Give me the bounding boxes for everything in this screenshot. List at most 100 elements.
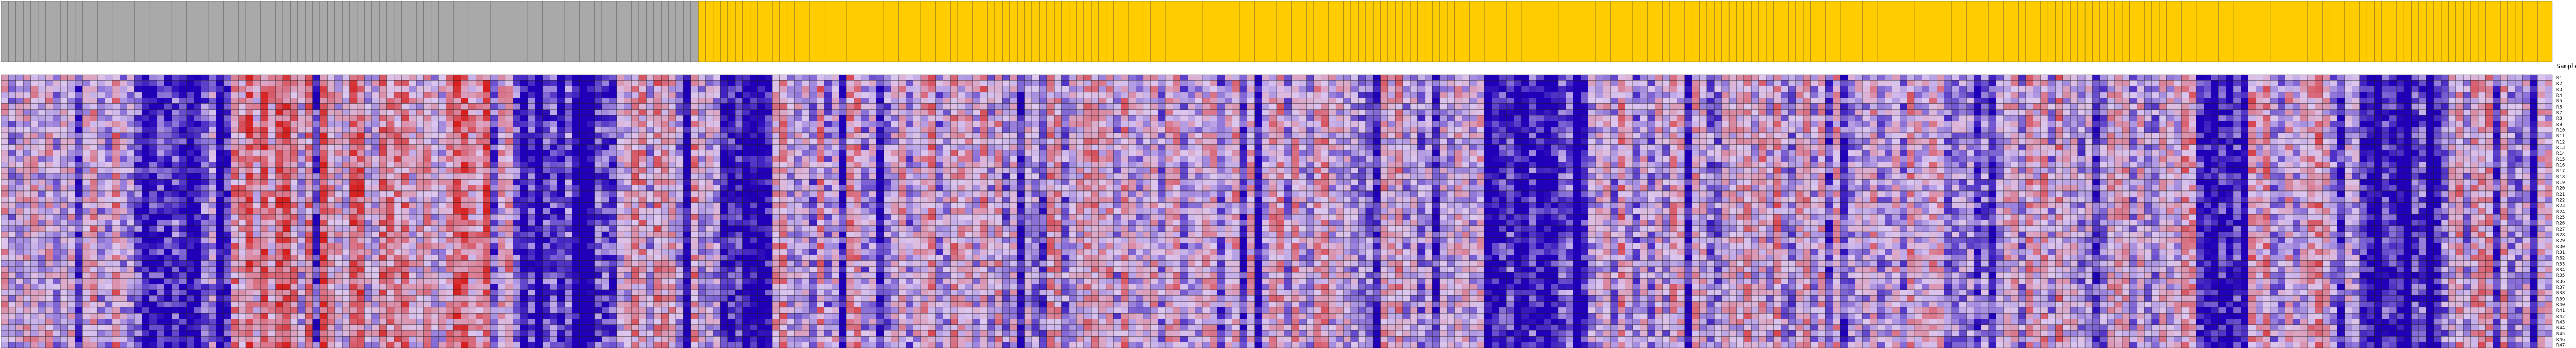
heatmap-cell <box>1951 115 1959 121</box>
heatmap-cell <box>557 127 565 133</box>
heatmap-cell <box>394 74 402 81</box>
heatmap-cell <box>2248 127 2256 133</box>
heatmap-cell <box>817 127 825 133</box>
heatmap-cell <box>1247 86 1255 93</box>
heatmap-cell <box>579 144 587 151</box>
heatmap-cell <box>297 121 306 127</box>
heatmap-cell <box>950 74 958 81</box>
heatmap-cell <box>2248 98 2256 104</box>
heatmap-cell <box>1061 80 1070 86</box>
heatmap-cell <box>438 127 446 133</box>
heatmap-cell <box>2426 138 2434 145</box>
heatmap-cell <box>1454 144 1463 151</box>
heatmap-cell <box>1900 127 1907 133</box>
heatmap-cell <box>564 138 572 145</box>
heatmap-cell <box>675 109 684 116</box>
heatmap-cell <box>2181 86 2189 93</box>
heatmap-cell <box>1387 92 1396 98</box>
heatmap-cell <box>817 115 825 121</box>
heatmap-cell <box>906 80 913 86</box>
heatmap-cell <box>171 86 179 93</box>
heatmap-cell <box>1380 74 1388 81</box>
heatmap-cell <box>1959 109 1967 116</box>
heatmap-cell <box>1840 92 1848 98</box>
heatmap-cell <box>319 80 328 86</box>
heatmap-cell <box>1892 103 1900 110</box>
heatmap-cell <box>1944 86 1952 93</box>
heatmap-cell <box>913 121 921 127</box>
heatmap-cell <box>876 86 884 93</box>
heatmap-cell <box>505 80 513 86</box>
heatmap-cell <box>60 150 68 156</box>
sample-group-2-header-cell <box>2337 1 2345 62</box>
heatmap-cell <box>2433 132 2442 139</box>
heatmap-cell <box>1610 115 1618 121</box>
heatmap-cell <box>1937 132 1944 139</box>
heatmap-cell <box>2174 98 2182 104</box>
heatmap-cell <box>1061 132 1070 139</box>
sample-group-2-header-cell <box>2211 1 2219 62</box>
heatmap-cell <box>906 150 913 156</box>
heatmap-cell <box>1239 115 1247 121</box>
heatmap-cell <box>1662 109 1670 116</box>
heatmap-cell <box>535 74 543 81</box>
heatmap-cell <box>82 144 90 151</box>
sample-group-2-header-cell <box>2033 1 2041 62</box>
heatmap-cell <box>282 144 291 151</box>
heatmap-cell <box>1618 127 1625 133</box>
heatmap-cell <box>2292 144 2300 151</box>
heatmap-cell <box>1795 98 1804 104</box>
heatmap-cell <box>2099 80 2108 86</box>
heatmap-cell <box>401 98 409 104</box>
heatmap-cell <box>2055 98 2063 104</box>
heatmap-cell <box>468 144 476 151</box>
heatmap-cell <box>1825 121 1833 127</box>
heatmap-cell <box>906 103 913 110</box>
heatmap-cell <box>1699 74 1707 81</box>
heatmap-cell <box>2033 92 2041 98</box>
heatmap-cell <box>2374 92 2382 98</box>
heatmap-cell <box>913 115 921 121</box>
heatmap-cell <box>1514 98 1522 104</box>
heatmap-cell <box>2396 109 2404 116</box>
heatmap-cell <box>1691 109 1700 116</box>
heatmap-cell <box>431 115 439 121</box>
heatmap-cell <box>453 103 461 110</box>
heatmap-cell <box>364 150 372 156</box>
heatmap-cell <box>861 80 869 86</box>
heatmap-cell <box>883 98 891 104</box>
heatmap-cell <box>201 127 209 133</box>
heatmap-cell <box>1328 80 1336 86</box>
heatmap-cell <box>1662 127 1670 133</box>
sample-group-2-header-cell <box>1083 1 1092 62</box>
heatmap-cell <box>2018 144 2026 151</box>
heatmap-cell <box>1454 127 1463 133</box>
heatmap-cell <box>1833 121 1841 127</box>
heatmap-cell <box>2344 115 2352 121</box>
heatmap-cell <box>394 121 402 127</box>
heatmap-cell <box>2352 144 2360 151</box>
heatmap-cell <box>891 86 899 93</box>
heatmap-cell <box>1188 109 1195 116</box>
heatmap-cell <box>765 92 773 98</box>
heatmap-cell <box>1669 98 1677 104</box>
heatmap-cell <box>1254 92 1262 98</box>
heatmap-cell <box>1595 103 1603 110</box>
heatmap-cell <box>1885 98 1892 104</box>
sample-group-1-header-cell <box>542 1 550 62</box>
heatmap-cell <box>1951 144 1959 151</box>
sample-group-2-header-cell <box>2129 1 2138 62</box>
heatmap-cell <box>2092 127 2100 133</box>
heatmap-cell <box>208 80 216 86</box>
heatmap-cell <box>127 132 135 139</box>
heatmap-cell <box>1529 132 1537 139</box>
heatmap-cell <box>2278 98 2285 104</box>
heatmap-cell <box>1691 121 1700 127</box>
heatmap-cell <box>2344 98 2352 104</box>
heatmap-cell <box>1002 144 1010 151</box>
heatmap-cell <box>1083 144 1092 151</box>
heatmap-cell <box>2300 86 2308 93</box>
heatmap-cell <box>282 109 291 116</box>
heatmap-cell <box>535 150 543 156</box>
heatmap-cell <box>1728 138 1737 145</box>
